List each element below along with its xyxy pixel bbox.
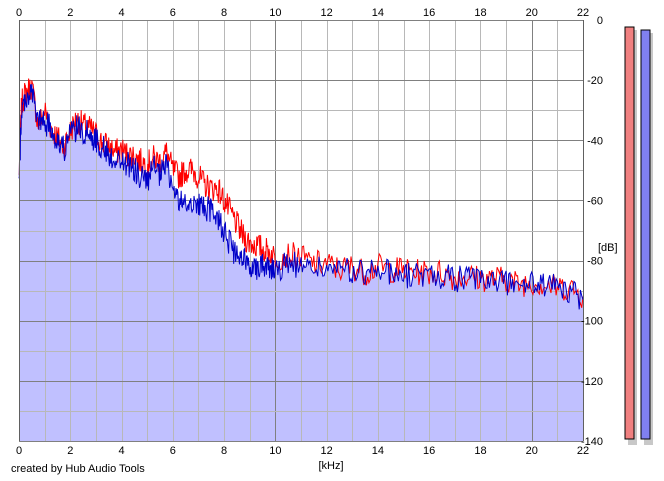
level-meter-left — [624, 26, 635, 440]
y-tick-0: 0 — [597, 15, 603, 27]
x-tick-top-5: 10 — [269, 7, 281, 19]
x-tick-bottom-9: 18 — [474, 445, 486, 457]
y-tick-2: -40 — [587, 135, 603, 147]
x-tick-top-10: 20 — [526, 7, 538, 19]
x-tick-top-3: 6 — [170, 7, 176, 19]
x-tick-bottom-11: 22 — [577, 445, 589, 457]
x-tick-top-8: 16 — [423, 7, 435, 19]
y-tick-1: -20 — [587, 75, 603, 87]
y-tick-3: -60 — [587, 195, 603, 207]
x-tick-bottom-1: 2 — [67, 445, 73, 457]
x-tick-bottom-0: 0 — [16, 445, 22, 457]
right-channel-line — [18, 84, 584, 310]
x-tick-bottom-4: 8 — [221, 445, 227, 457]
x-tick-bottom-7: 14 — [372, 445, 384, 457]
y-tick-6: -120 — [581, 376, 603, 388]
x-tick-top-6: 12 — [321, 7, 333, 19]
x-tick-top-4: 8 — [221, 7, 227, 19]
x-tick-bottom-10: 20 — [526, 445, 538, 457]
y-axis-label: [dB] — [598, 242, 618, 254]
x-tick-top-7: 14 — [372, 7, 384, 19]
y-tick-4: -80 — [587, 256, 603, 268]
y-tick-7: -140 — [581, 436, 603, 448]
x-tick-bottom-8: 16 — [423, 445, 435, 457]
x-tick-bottom-2: 4 — [118, 445, 124, 457]
x-tick-labels-top: 0 2 4 6 8 10 12 14 16 18 20 22 — [16, 7, 589, 19]
x-tick-top-0: 0 — [16, 7, 22, 19]
x-tick-top-2: 4 — [118, 7, 124, 19]
x-tick-top-1: 2 — [67, 7, 73, 19]
x-tick-bottom-6: 12 — [321, 445, 333, 457]
x-tick-top-9: 18 — [474, 7, 486, 19]
y-tick-5: -100 — [581, 316, 603, 328]
x-tick-labels-bottom: 0 2 4 6 8 10 12 14 16 18 20 22 — [16, 445, 589, 457]
level-meters — [624, 26, 653, 445]
level-meter-right — [640, 29, 651, 440]
credit-text: created by Hub Audio Tools — [11, 463, 145, 475]
x-tick-bottom-3: 6 — [170, 445, 176, 457]
x-tick-top-11: 22 — [577, 7, 589, 19]
y-tick-labels: 0 -20 -40 -60 -80 -100 -120 -140 — [581, 15, 603, 448]
x-tick-bottom-5: 10 — [269, 445, 281, 457]
x-axis-label: [kHz] — [318, 460, 343, 472]
